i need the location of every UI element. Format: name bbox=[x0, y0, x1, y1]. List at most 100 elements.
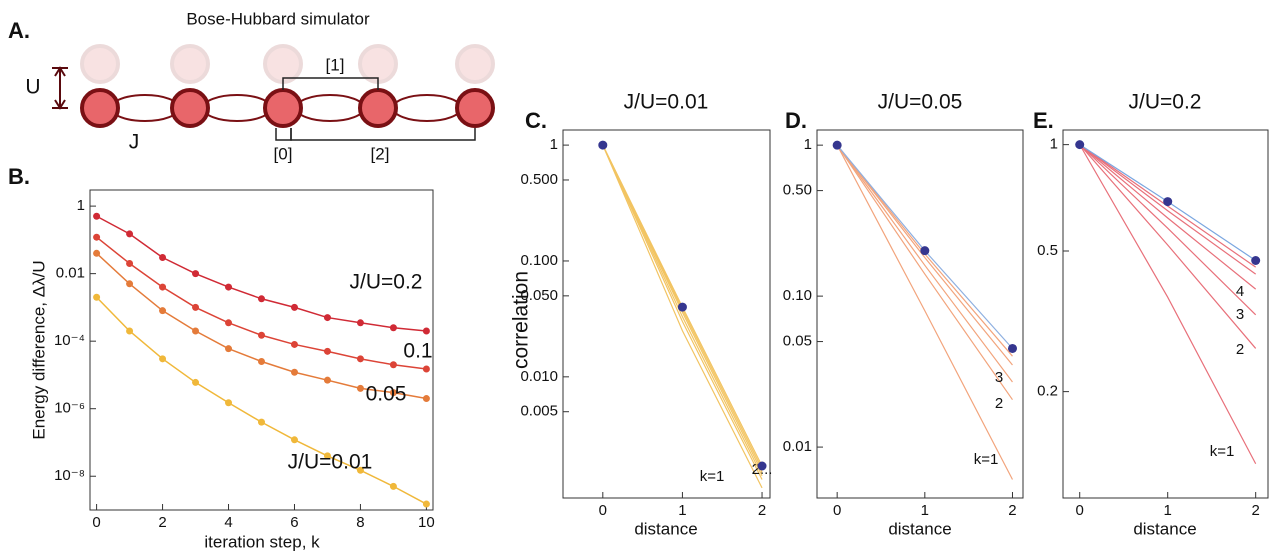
x-tick-label: 1 bbox=[678, 502, 686, 519]
data-point bbox=[126, 230, 134, 238]
y-tick-label: 0.100 bbox=[520, 252, 558, 269]
x-axis-label: distance bbox=[1133, 519, 1196, 538]
data-point bbox=[920, 246, 930, 256]
x-tick-label: 4 bbox=[224, 514, 232, 531]
data-point bbox=[356, 466, 364, 474]
diagram: A. Bose-Hubbard simulator U J [1] [0] [2… bbox=[8, 9, 495, 163]
x-axis-label: distance bbox=[634, 519, 697, 538]
panel-label: A. bbox=[8, 18, 30, 43]
series-label: 0.1 bbox=[403, 340, 432, 363]
data-point bbox=[356, 355, 364, 363]
data-point bbox=[258, 418, 265, 426]
data-point bbox=[323, 452, 331, 460]
u-label: U bbox=[25, 76, 40, 99]
data-point bbox=[389, 389, 397, 397]
diagram-title: Bose-Hubbard simulator bbox=[186, 9, 370, 28]
data-point bbox=[258, 331, 265, 339]
data-point bbox=[290, 340, 298, 348]
data-point bbox=[159, 254, 167, 262]
panel-label: E. bbox=[1033, 108, 1054, 133]
data-point bbox=[225, 399, 233, 407]
series-line bbox=[836, 144, 1014, 480]
series-line bbox=[836, 144, 1013, 401]
data-point bbox=[192, 378, 200, 386]
x-tick-label: 0 bbox=[833, 502, 841, 519]
y-axis-label: Energy difference, Δλ/U bbox=[29, 260, 48, 439]
plot-frame bbox=[1062, 129, 1269, 499]
data-point bbox=[356, 319, 364, 327]
plot-frame bbox=[89, 189, 434, 511]
data-point bbox=[290, 303, 298, 311]
x-tick-label: 0 bbox=[1076, 502, 1084, 519]
brackets bbox=[275, 77, 476, 141]
chart-title: J/U=0.01 bbox=[624, 91, 709, 114]
y-tick-label: 0.50 bbox=[783, 182, 812, 199]
data-point bbox=[192, 327, 200, 335]
series-line bbox=[1079, 144, 1257, 465]
y-tick-label: 0.005 bbox=[520, 403, 558, 420]
y-tick-label: 0.010 bbox=[520, 368, 558, 385]
x-tick-label: 2 bbox=[1008, 502, 1016, 519]
data-point bbox=[422, 395, 430, 403]
x-axis-label: iteration step, k bbox=[204, 532, 320, 551]
data-point bbox=[258, 358, 265, 366]
panel-label: D. bbox=[785, 108, 807, 133]
y-tick-label: 10⁻⁸ bbox=[54, 467, 85, 484]
panel-label: C. bbox=[525, 108, 547, 133]
data-point bbox=[1251, 255, 1261, 265]
y-tick-label: 1 bbox=[77, 197, 85, 214]
y-tick-label: 10⁻⁶ bbox=[54, 400, 85, 417]
series-label: k=1 bbox=[974, 451, 999, 468]
data-point bbox=[126, 259, 134, 267]
panel-label: B. bbox=[8, 164, 30, 189]
series-label: J/U=0.2 bbox=[350, 271, 423, 294]
y-tick-label: 0.01 bbox=[56, 265, 85, 282]
x-tick-label: 8 bbox=[356, 514, 364, 531]
x-tick-label: 0 bbox=[92, 514, 100, 531]
faded-sites bbox=[80, 44, 495, 84]
y-tick-label: 0.05 bbox=[783, 333, 812, 350]
x-tick-label: 6 bbox=[290, 514, 298, 531]
u-arrow bbox=[52, 66, 68, 110]
x-tick-label: 2 bbox=[758, 502, 766, 519]
series-label: 3 bbox=[995, 369, 1003, 386]
series-line bbox=[836, 144, 1013, 366]
series-label: 0.05 bbox=[366, 383, 407, 406]
plot-frame bbox=[816, 129, 1024, 499]
data-point bbox=[93, 249, 101, 257]
data-point bbox=[677, 302, 687, 312]
data-point bbox=[422, 500, 430, 508]
x-axis-label: distance bbox=[888, 519, 951, 538]
y-tick-label: 0.2 bbox=[1037, 383, 1058, 400]
data-point bbox=[323, 347, 331, 355]
data-point bbox=[389, 324, 397, 332]
y-tick-label: 0.01 bbox=[783, 438, 812, 455]
data-point bbox=[192, 303, 200, 311]
series-label: 3 bbox=[1236, 306, 1244, 323]
data-point bbox=[1163, 197, 1173, 207]
chart-title: J/U=0.05 bbox=[878, 91, 963, 114]
data-point bbox=[225, 283, 233, 291]
series-line bbox=[1079, 144, 1257, 316]
x-tick-label: 1 bbox=[1164, 502, 1172, 519]
bracket-label: [1] bbox=[326, 55, 345, 74]
chart-title: J/U=0.2 bbox=[1129, 91, 1202, 114]
data-point bbox=[389, 361, 397, 369]
data-point bbox=[159, 283, 167, 291]
data-point bbox=[1007, 343, 1017, 353]
x-tick-label: 2 bbox=[158, 514, 166, 531]
data-point bbox=[290, 436, 298, 444]
data-point bbox=[757, 461, 767, 471]
data-point bbox=[159, 355, 167, 363]
series-line bbox=[602, 144, 763, 477]
data-point bbox=[159, 307, 167, 315]
data-point bbox=[258, 295, 265, 303]
data-point bbox=[422, 327, 430, 335]
series-line bbox=[602, 144, 763, 480]
series-line bbox=[1079, 144, 1257, 290]
y-tick-label: 0.500 bbox=[520, 171, 558, 188]
series-label: J/U=0.01 bbox=[288, 451, 373, 474]
series-label: 2 bbox=[995, 395, 1003, 412]
series-label: k=1 bbox=[700, 468, 725, 485]
series-line bbox=[1079, 144, 1257, 268]
